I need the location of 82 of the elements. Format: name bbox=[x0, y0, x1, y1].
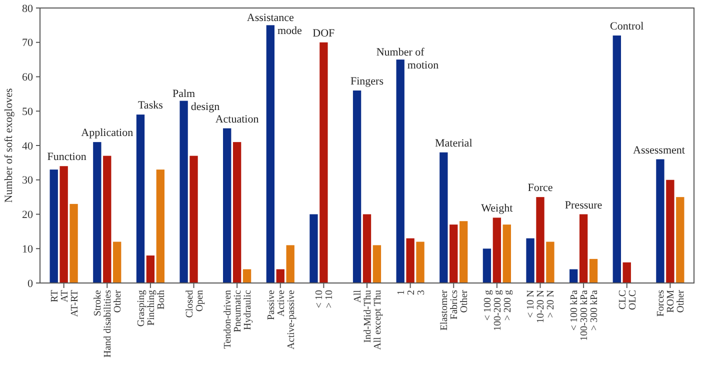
annotation: Application bbox=[81, 127, 134, 140]
annotation: Palm design bbox=[172, 88, 220, 113]
x-tick-label: RT AT AT-RT bbox=[49, 290, 80, 317]
bar bbox=[190, 156, 198, 283]
bar bbox=[526, 238, 534, 283]
bar bbox=[223, 128, 232, 283]
bar bbox=[482, 248, 492, 283]
bar bbox=[666, 180, 674, 283]
y-tick-label: 20 bbox=[22, 209, 34, 222]
annotation: DOF bbox=[312, 27, 335, 40]
x-tick-label: < 10 > 10 bbox=[314, 290, 336, 308]
bar bbox=[570, 269, 578, 283]
bar bbox=[113, 242, 122, 283]
x-tick-label: Passive Active Active-passive bbox=[266, 289, 297, 350]
x-tick-label: < 100 g 100-200 g > 200 g bbox=[482, 290, 514, 331]
y-tick-label: 10 bbox=[22, 243, 34, 256]
y-tick-label: 50 bbox=[22, 106, 34, 118]
bar bbox=[60, 166, 68, 283]
bar bbox=[622, 262, 631, 283]
annotation: Tasks bbox=[138, 100, 163, 112]
bar bbox=[589, 258, 598, 283]
annotation: Force bbox=[528, 182, 553, 194]
bar bbox=[612, 36, 621, 283]
bar bbox=[232, 142, 242, 283]
bar bbox=[450, 224, 458, 283]
annotation: Control bbox=[610, 20, 644, 32]
bar bbox=[460, 221, 468, 283]
bar bbox=[286, 245, 294, 283]
annotation: Assistance mode bbox=[246, 12, 302, 38]
annotation: Function bbox=[47, 151, 87, 164]
bar bbox=[242, 269, 252, 283]
bar bbox=[416, 242, 424, 283]
bar bbox=[579, 214, 588, 283]
bar bbox=[136, 114, 145, 283]
bar bbox=[50, 170, 58, 283]
annotation: Material bbox=[434, 137, 472, 150]
y-tick-label: 0 bbox=[28, 278, 34, 290]
x-tick-label: CLC OLC bbox=[617, 290, 638, 310]
annotation: Weight bbox=[481, 202, 513, 215]
bar bbox=[310, 214, 318, 283]
annotation: Actuation bbox=[215, 113, 260, 126]
y-tick-label: 80 bbox=[22, 2, 34, 15]
bar bbox=[536, 197, 544, 283]
x-tick-label: All Ind-Mid-Thu All except Thu bbox=[352, 290, 384, 350]
bar bbox=[502, 224, 511, 283]
bar bbox=[440, 152, 448, 283]
annotation: Fingers bbox=[350, 76, 384, 88]
bar bbox=[396, 60, 404, 283]
x-tick-label: Elastomer Fabrics Other bbox=[439, 289, 470, 331]
y-axis-title: Number of soft exogloves bbox=[3, 88, 15, 203]
bar bbox=[93, 142, 102, 283]
x-tick-label: Stroke Hand disabilities Other bbox=[92, 289, 124, 358]
bar bbox=[320, 42, 328, 283]
x-tick-label: Grasping Pinching Both bbox=[136, 290, 167, 327]
bar bbox=[276, 269, 284, 283]
y-tick-label: 70 bbox=[22, 37, 34, 50]
bar bbox=[372, 245, 382, 283]
x-tick-label: < 100 kPa 100-300 kPa > 300 kPa bbox=[569, 289, 600, 341]
x-tick-label: 1 2 3 bbox=[396, 290, 427, 295]
bar bbox=[103, 156, 112, 283]
bar bbox=[352, 90, 362, 283]
annotation: Number of motion bbox=[376, 46, 440, 72]
x-tick-label: Tendon-driven Pneumatic Hydraulic bbox=[222, 289, 254, 349]
bar bbox=[656, 159, 664, 283]
bar bbox=[180, 100, 188, 283]
bar bbox=[492, 218, 502, 283]
bar bbox=[156, 170, 164, 283]
bar bbox=[70, 204, 78, 283]
bar bbox=[266, 25, 274, 283]
bar bbox=[362, 214, 372, 283]
x-tick-label: Forces ROM Other bbox=[656, 289, 687, 317]
bar bbox=[146, 256, 155, 283]
y-tick-label: 40 bbox=[22, 140, 34, 152]
bar bbox=[406, 238, 414, 283]
bar bbox=[676, 197, 684, 283]
y-tick-label: 60 bbox=[22, 72, 34, 84]
y-tick-label: 30 bbox=[22, 174, 34, 187]
bar bbox=[546, 242, 554, 283]
x-tick-label: < 10 N 10-20 N > 20 N bbox=[526, 290, 557, 324]
x-tick-label: Closed Open bbox=[184, 290, 206, 318]
annotation: Pressure bbox=[564, 199, 602, 212]
annotation: Assessment bbox=[633, 144, 685, 156]
